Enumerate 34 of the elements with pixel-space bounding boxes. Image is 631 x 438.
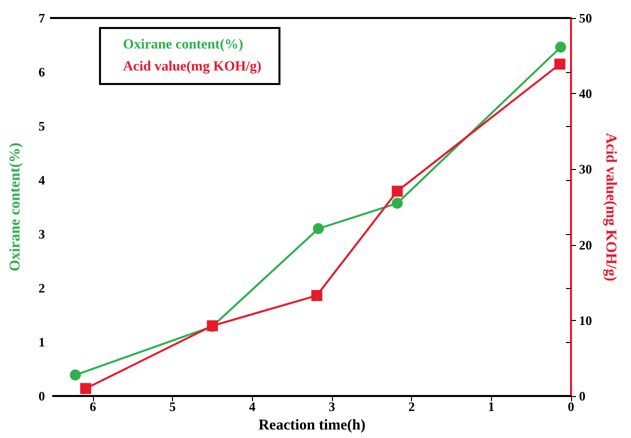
y-axis-title: Oxirane content(%) [8,142,24,272]
point [80,383,92,394]
x-tick-label: 6 [90,399,97,414]
point [312,223,324,234]
y2-axis-title: Acid value(mg KOH/g) [602,132,618,282]
x-tick-label: 3 [328,399,336,414]
x-axis-title: Reaction time(h) [258,418,366,434]
x-tick-label: 5 [169,399,176,414]
text: Oxirane content(%) [123,38,244,52]
y-tick-label: 6 [38,64,46,80]
y2-tick-label: 0 [579,388,586,404]
y-tick-label: 7 [38,10,46,26]
x-tick-label: 0 [568,399,574,414]
x-tick-label: 4 [248,399,256,414]
point [392,186,403,197]
point [554,58,566,70]
x-tick-label: 1 [488,399,495,414]
text: Acid value(mg KOH/g) [123,60,262,74]
y-tick-label: 1 [38,334,45,350]
y-tick-label: 0 [38,388,45,404]
y2-tick-label: 20 [579,237,592,252]
point [70,370,81,381]
y2-tick-label: 50 [579,10,592,26]
y-tick-label: 4 [38,172,46,188]
y2-tick-label: 30 [579,162,592,177]
y2-tick-label: 10 [579,312,592,328]
point [392,198,403,209]
y-tick-label: 3 [38,226,46,242]
y2-tick-label: 40 [579,86,592,102]
point [311,290,322,302]
point [555,42,566,53]
x-tick-label: 2 [408,399,415,414]
y-tick-label: 5 [38,118,46,134]
y-tick-label: 2 [38,280,45,296]
